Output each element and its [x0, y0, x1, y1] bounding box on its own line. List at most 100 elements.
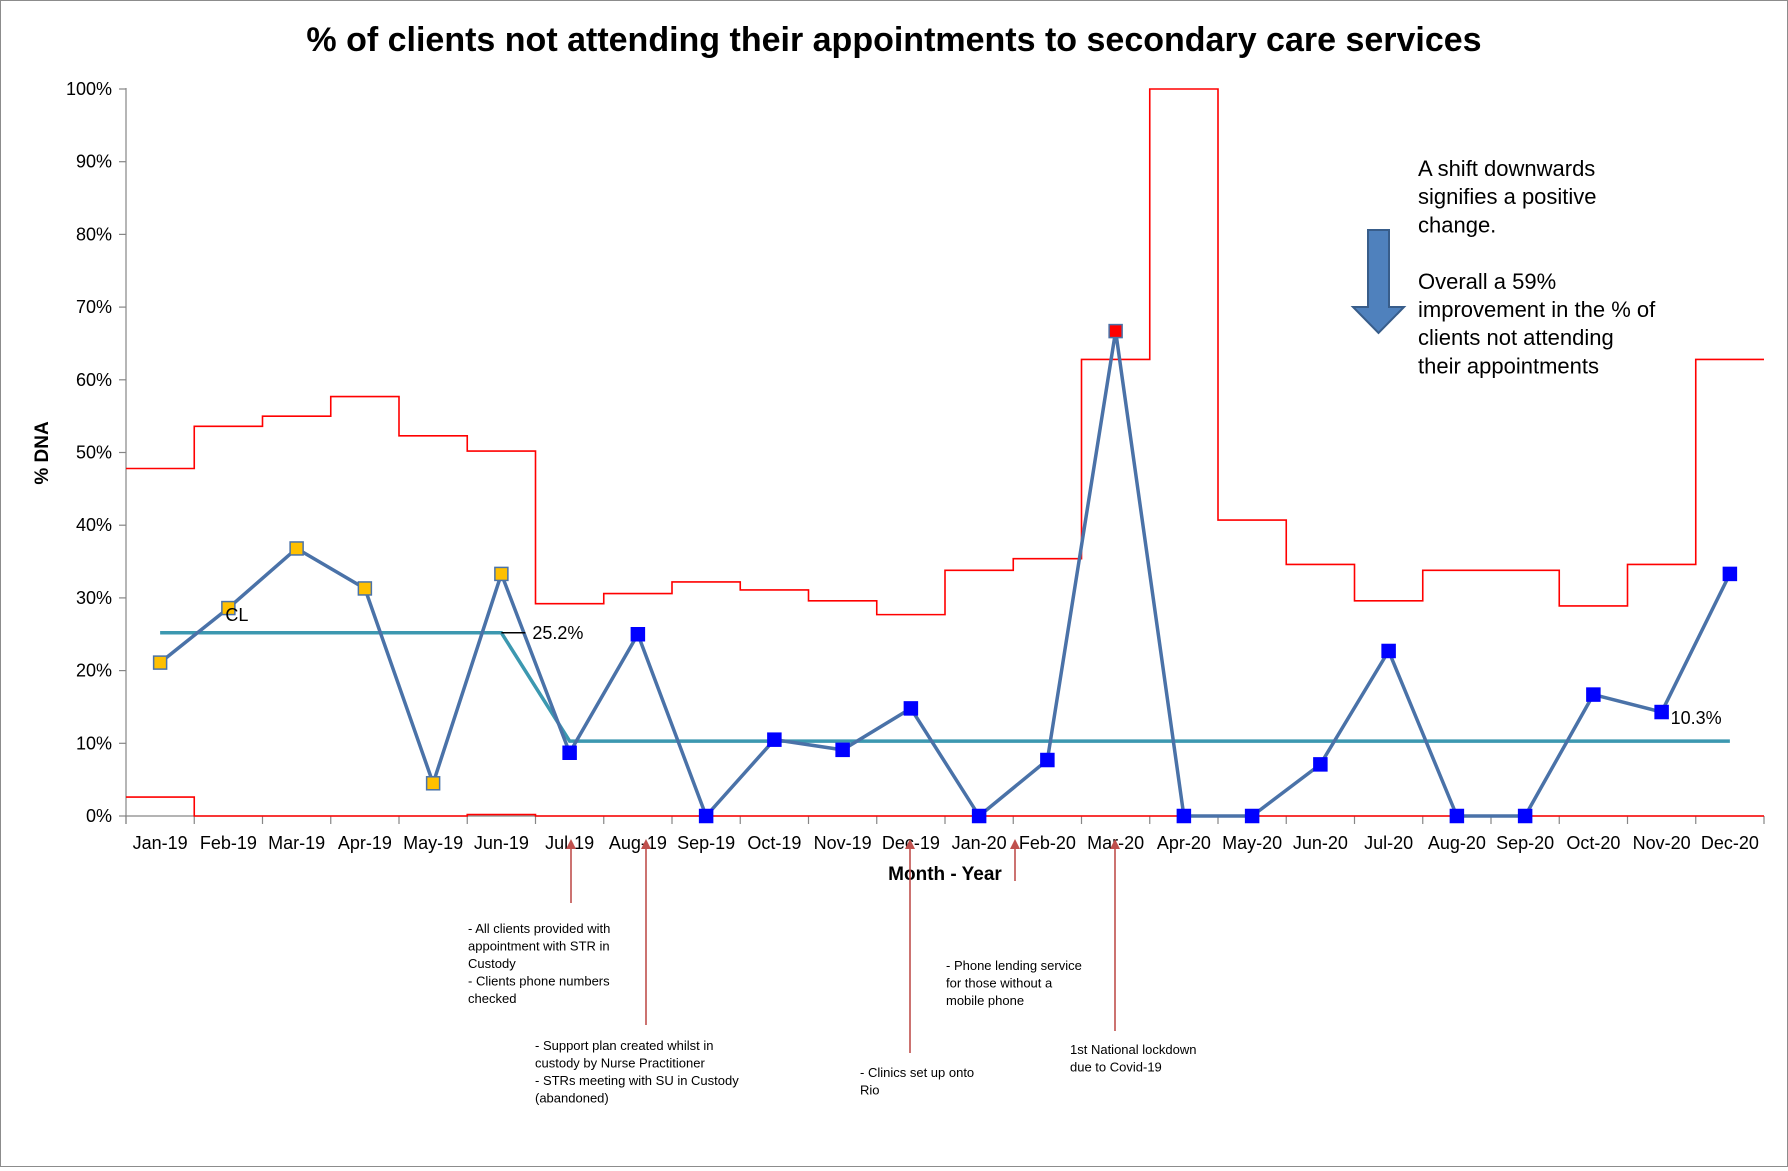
annotation-text-line: - Clinics set up onto [860, 1065, 974, 1080]
x-tick-label: Oct-20 [1566, 833, 1620, 853]
note-text-line: improvement in the % of [1418, 297, 1656, 322]
annotation-text-line: custody by Nurse Practitioner [535, 1056, 705, 1071]
data-point-marker [357, 581, 373, 596]
annotation-arrowhead [1110, 839, 1120, 849]
annotation-text-line: - Clients phone numbers [468, 974, 610, 989]
annotation-text-line: appointment with STR in [468, 939, 610, 954]
y-tick-label: 100% [66, 79, 112, 99]
annotation-text-line: checked [468, 991, 516, 1006]
x-tick-label: Sep-19 [677, 833, 735, 853]
annotation-text-line: for those without a [946, 976, 1053, 991]
centre-line-value-label: 25.2% [532, 623, 583, 643]
x-tick-label: Jan-19 [133, 833, 188, 853]
data-point-marker [494, 566, 509, 582]
data-point-marker [835, 742, 850, 758]
axes: 0% 10% 20% 30% 40% 50% 60% 70% 80% 90% 100% Jan-19 F… [66, 79, 1765, 853]
data-point-marker [289, 541, 304, 556]
upper-control-limit [126, 88, 1764, 616]
data-point-marker [562, 745, 577, 761]
annotation-text-line: - All clients provided with [468, 921, 610, 936]
data-point-marker [1517, 808, 1533, 824]
note-text-line: their appointments [1418, 353, 1599, 378]
data-point-marker [1381, 643, 1396, 659]
x-tick-label: Jan-20 [952, 833, 1007, 853]
y-tick-label: 60% [76, 370, 112, 390]
y-tick-label: 70% [76, 297, 112, 317]
x-tick-label: Dec-20 [1701, 833, 1759, 853]
x-tick-label: Jun-19 [474, 833, 529, 853]
x-tick-label: Feb-19 [200, 833, 257, 853]
x-tick-label: Nov-19 [814, 833, 872, 853]
data-point-marker [425, 776, 441, 791]
annotation-arrowhead [1010, 839, 1020, 849]
data-point-marker [1449, 808, 1465, 824]
dna-series [152, 323, 1738, 824]
note-text-line: A shift downwards [1418, 156, 1595, 181]
ucl-step-line [126, 88, 1764, 616]
data-point-marker [767, 732, 782, 747]
data-point-marker [1244, 808, 1260, 824]
note-box: A shift downwards signifies a positive cha… [1350, 156, 1656, 378]
x-tick-label: Nov-20 [1633, 833, 1691, 853]
y-tick-label: 90% [76, 152, 112, 172]
note-text-line: change. [1418, 212, 1496, 237]
x-tick-label: Jul-20 [1364, 833, 1413, 853]
annotation-text-line: Custody [468, 956, 516, 971]
x-tick-label: Apr-19 [338, 833, 392, 853]
y-tick-label: 80% [76, 224, 112, 244]
y-tick-label: 10% [76, 733, 112, 753]
annotation-arrowhead [641, 839, 651, 849]
annotation-text-line: Rio [860, 1083, 880, 1098]
data-point-marker [971, 808, 987, 824]
annotation-text-line: mobile phone [946, 993, 1024, 1008]
data-point-marker [152, 655, 168, 670]
dna-line [159, 329, 1732, 818]
centre-line [160, 631, 1730, 743]
x-tick-label: May-20 [1222, 833, 1282, 853]
data-point-marker [221, 600, 236, 616]
annotation-text-line: - Support plan created whilst in [535, 1038, 713, 1053]
y-tick-label: 50% [76, 443, 112, 463]
data-point-marker [1586, 687, 1601, 702]
data-point-marker [903, 701, 919, 716]
annotation-text-line: 1st National lockdown [1070, 1042, 1196, 1057]
data-point-marker [1313, 757, 1328, 772]
x-axis-title: Month - Year [888, 864, 1002, 885]
centre-line-path [160, 631, 1730, 743]
y-tick-label: 40% [76, 515, 112, 535]
annotation-arrowhead [566, 839, 576, 849]
y-tick-label: 20% [76, 661, 112, 681]
annotations: - All clients provided with appointment w… [468, 839, 1196, 1106]
x-tick-label: Oct-19 [747, 833, 801, 853]
x-tick-label: Aug-20 [1428, 833, 1486, 853]
note-text-line: signifies a positive [1418, 184, 1597, 209]
chart-title: % of clients not attending their appoint… [306, 21, 1481, 59]
annotation-text-line: (abandoned) [535, 1091, 609, 1106]
x-tick-label: Apr-20 [1157, 833, 1211, 853]
data-point-marker [1722, 566, 1738, 582]
down-arrow-icon [1350, 229, 1407, 335]
y-tick-label: 30% [76, 588, 112, 608]
y-axis-title: % DNA [32, 421, 53, 485]
data-point-marker [698, 808, 714, 824]
x-tick-label: Sep-20 [1496, 833, 1554, 853]
annotation-arrowhead [905, 839, 915, 849]
annotation-text-line: - Phone lending service [946, 958, 1082, 973]
x-tick-label: Mar-19 [268, 833, 325, 853]
y-tick-label: 0% [86, 806, 112, 826]
centre-line-value-label: 10.3% [1671, 708, 1722, 728]
data-point-marker [1654, 704, 1669, 720]
annotation-text-line: due to Covid-19 [1070, 1060, 1162, 1075]
x-tick-label: May-19 [403, 833, 463, 853]
note-text-line: clients not attending [1418, 325, 1614, 350]
data-point-marker [1176, 808, 1192, 824]
x-tick-label: Jun-20 [1293, 833, 1348, 853]
data-labels: CL 25.2% 10.3% [225, 605, 1721, 728]
data-point-marker [630, 627, 646, 642]
annotation-text-line: - STRs meeting with SU in Custody [535, 1073, 739, 1088]
x-tick-label: Feb-20 [1019, 833, 1076, 853]
centre-line-label: CL [225, 605, 248, 625]
x-tick-label: Aug-19 [609, 833, 667, 853]
